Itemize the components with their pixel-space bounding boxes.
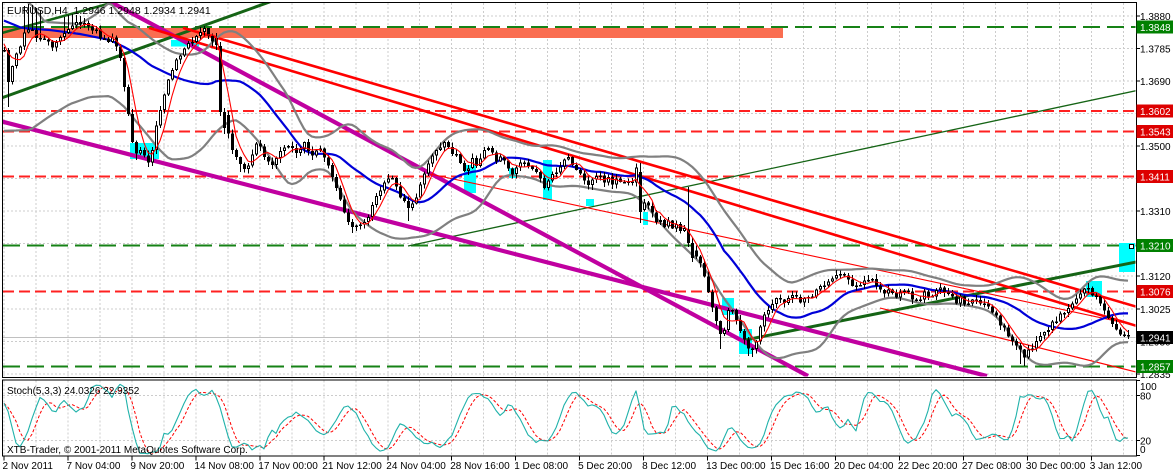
svg-text:1.3785: 1.3785 bbox=[1140, 45, 1171, 56]
svg-text:15 Dec 16:00: 15 Dec 16:00 bbox=[770, 461, 830, 472]
svg-text:2 Nov 2011: 2 Nov 2011 bbox=[3, 461, 54, 472]
svg-text:20: 20 bbox=[1140, 437, 1152, 448]
svg-text:28 Nov 16:00: 28 Nov 16:00 bbox=[450, 461, 510, 472]
svg-text:1.3025: 1.3025 bbox=[1140, 305, 1171, 316]
svg-text:1.3411: 1.3411 bbox=[1140, 173, 1170, 184]
svg-text:24 Nov 04:00: 24 Nov 04:00 bbox=[386, 461, 446, 472]
svg-text:1.3880: 1.3880 bbox=[1140, 12, 1171, 23]
svg-text:27 Dec 08:00: 27 Dec 08:00 bbox=[962, 461, 1022, 472]
svg-text:21 Nov 12:00: 21 Nov 12:00 bbox=[322, 461, 382, 472]
svg-text:7 Nov 04:00: 7 Nov 04:00 bbox=[67, 461, 121, 472]
svg-text:1.3310: 1.3310 bbox=[1140, 207, 1171, 218]
svg-text:1.3500: 1.3500 bbox=[1140, 142, 1171, 153]
svg-text:17 Nov 00:00: 17 Nov 00:00 bbox=[258, 461, 318, 472]
svg-text:3 Jan 12:00: 3 Jan 12:00 bbox=[1090, 461, 1143, 472]
svg-text:80: 80 bbox=[1140, 392, 1152, 403]
svg-text:1.3690: 1.3690 bbox=[1140, 77, 1171, 88]
svg-text:1.3848: 1.3848 bbox=[1140, 23, 1171, 34]
svg-text:EURUSD,H4 1.2946 1.2948 1.293: EURUSD,H4 1.2946 1.2948 1.2934 1.2941 bbox=[7, 5, 211, 17]
svg-text:XTB-Trader, © 2001-2011 MetaQu: XTB-Trader, © 2001-2011 MetaQuotes Softw… bbox=[7, 445, 248, 456]
svg-text:Stoch(5,3,3) 24.0326 22.9352: Stoch(5,3,3) 24.0326 22.9352 bbox=[7, 386, 140, 397]
svg-text:1.2835: 1.2835 bbox=[1140, 370, 1171, 381]
svg-text:1.3543: 1.3543 bbox=[1140, 127, 1171, 138]
svg-text:5 Dec 20:00: 5 Dec 20:00 bbox=[578, 461, 632, 472]
svg-text:1.3602: 1.3602 bbox=[1140, 107, 1171, 118]
svg-text:1 Dec 08:00: 1 Dec 08:00 bbox=[514, 461, 568, 472]
svg-text:13 Dec 00:00: 13 Dec 00:00 bbox=[706, 461, 766, 472]
svg-text:1.3076: 1.3076 bbox=[1140, 287, 1171, 298]
svg-text:1.2941: 1.2941 bbox=[1140, 334, 1171, 345]
svg-text:30 Dec 00:00: 30 Dec 00:00 bbox=[1026, 461, 1086, 472]
svg-text:20 Dec 04:00: 20 Dec 04:00 bbox=[834, 461, 894, 472]
svg-text:22 Dec 20:00: 22 Dec 20:00 bbox=[898, 461, 958, 472]
svg-text:100: 100 bbox=[1140, 382, 1157, 393]
svg-text:9 Nov 20:00: 9 Nov 20:00 bbox=[130, 461, 184, 472]
svg-text:8 Dec 12:00: 8 Dec 12:00 bbox=[642, 461, 696, 472]
svg-text:0: 0 bbox=[1140, 445, 1146, 456]
svg-text:14 Nov 08:00: 14 Nov 08:00 bbox=[194, 461, 254, 472]
svg-text:1.2857: 1.2857 bbox=[1140, 362, 1171, 373]
svg-text:1.3210: 1.3210 bbox=[1140, 241, 1171, 252]
svg-text:1.3120: 1.3120 bbox=[1140, 272, 1171, 283]
